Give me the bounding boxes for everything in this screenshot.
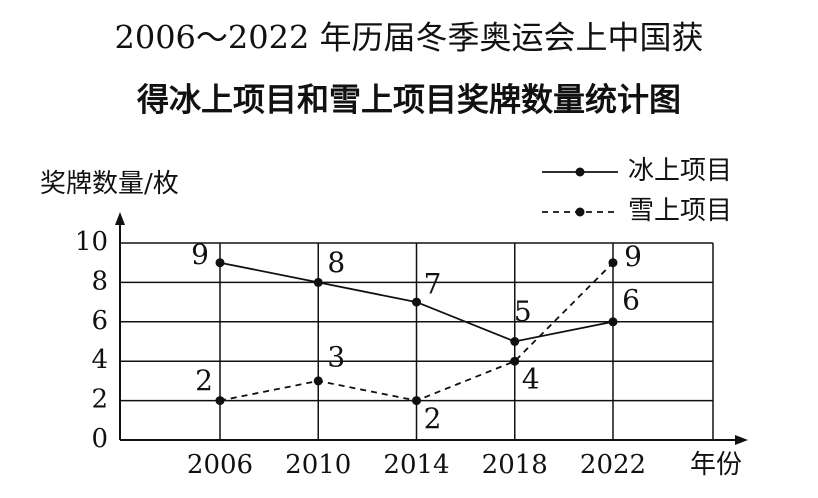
x-tick-label: 2006 bbox=[187, 450, 253, 480]
data-label: 8 bbox=[327, 246, 345, 279]
data-label: 2 bbox=[424, 402, 442, 435]
data-label: 7 bbox=[424, 268, 442, 301]
y-tick-label: 0 bbox=[91, 424, 108, 454]
legend-label: 雪上项目 bbox=[628, 196, 732, 226]
y-tick-label: 10 bbox=[75, 227, 108, 257]
x-tick-label: 2018 bbox=[482, 450, 548, 480]
legend-label: 冰上项目 bbox=[628, 156, 732, 186]
x-tick-label: 2014 bbox=[383, 450, 449, 480]
x-tick-label: 2010 bbox=[285, 450, 351, 480]
data-point bbox=[215, 258, 225, 268]
y-axis-arrow bbox=[115, 212, 125, 225]
data-point bbox=[608, 317, 618, 327]
data-label: 4 bbox=[522, 363, 540, 396]
y-axis-label: 奖牌数量/枚 bbox=[40, 169, 179, 199]
y-tick-label: 8 bbox=[91, 266, 108, 296]
data-point bbox=[215, 396, 225, 406]
chart-title: 得冰上项目和雪上项目奖牌数量统计图 bbox=[137, 81, 681, 119]
data-point bbox=[313, 376, 323, 386]
y-tick-label: 2 bbox=[91, 385, 108, 415]
data-point bbox=[510, 356, 520, 366]
chart-title: 2006～2022 年历届冬季奥运会上中国获 bbox=[114, 19, 703, 57]
data-point bbox=[608, 258, 618, 268]
legend-marker bbox=[575, 167, 585, 177]
legend-marker bbox=[575, 207, 585, 217]
data-point bbox=[412, 396, 421, 406]
data-label: 6 bbox=[622, 283, 640, 316]
data-label: 5 bbox=[514, 295, 532, 328]
data-label: 9 bbox=[191, 238, 209, 271]
data-point bbox=[313, 277, 323, 287]
x-axis-label: 年份 bbox=[690, 450, 742, 480]
y-tick-label: 6 bbox=[91, 306, 108, 336]
data-label: 2 bbox=[195, 364, 213, 397]
data-label: 3 bbox=[327, 340, 345, 373]
x-axis-arrow bbox=[735, 435, 748, 445]
x-tick-label: 2022 bbox=[580, 450, 646, 480]
data-point bbox=[412, 297, 421, 307]
data-label: 9 bbox=[624, 240, 642, 273]
data-point bbox=[510, 337, 520, 346]
y-tick-label: 4 bbox=[91, 345, 108, 375]
